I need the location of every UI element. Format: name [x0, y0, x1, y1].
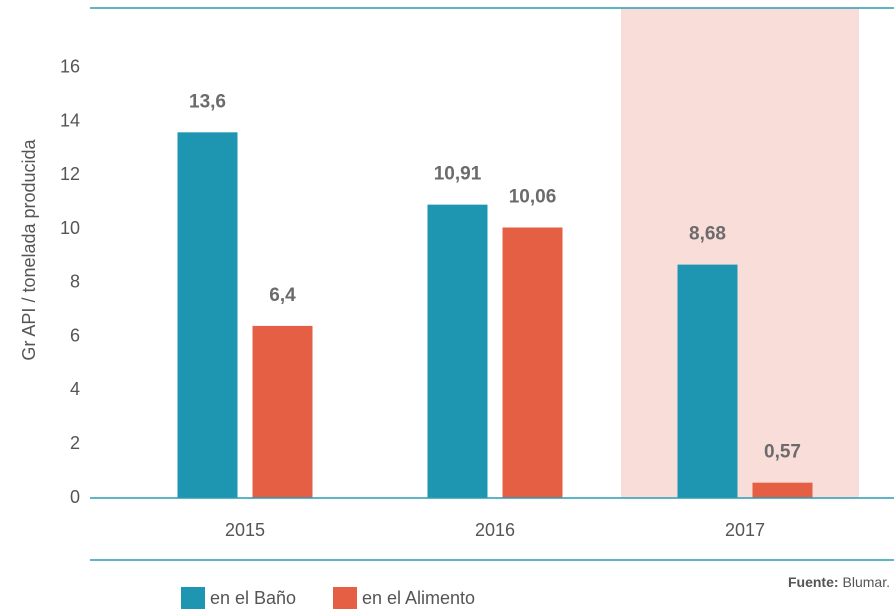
value-label: 10,06: [509, 187, 557, 208]
y-tick-label: 8: [70, 272, 80, 292]
legend-swatch: [333, 587, 357, 609]
bar: [252, 325, 313, 498]
y-tick-label: 12: [60, 164, 80, 184]
source-label: Fuente:: [788, 574, 839, 590]
value-label: 8,68: [689, 224, 726, 245]
bar: [177, 132, 238, 499]
legend-label: en el Alimento: [362, 588, 475, 608]
legend-swatch: [181, 587, 205, 609]
y-tick-label: 2: [70, 433, 80, 453]
y-tick-label: 0: [70, 487, 80, 507]
bar: [677, 264, 738, 498]
bar: [502, 227, 563, 498]
x-tick-label: 2017: [725, 520, 765, 540]
value-label: 13,6: [189, 91, 226, 112]
x-tick-label: 2016: [475, 520, 515, 540]
y-tick-label: 10: [60, 218, 80, 238]
source: Fuente: Blumar.: [788, 574, 890, 590]
y-tick-label: 16: [60, 57, 80, 77]
legend-label: en el Baño: [210, 588, 296, 608]
x-tick-label: 2015: [225, 520, 265, 540]
y-tick-label: 6: [70, 325, 80, 345]
highlight-band: [621, 8, 859, 498]
value-label: 0,57: [764, 442, 801, 463]
bar: [427, 204, 488, 499]
source-text: Blumar.: [843, 574, 890, 590]
value-label: 10,91: [434, 164, 482, 185]
y-tick-label: 14: [60, 110, 80, 130]
value-label: 6,4: [269, 285, 296, 306]
y-tick-label: 4: [70, 379, 80, 399]
bar: [752, 482, 813, 498]
y-axis-title: Gr API / tonelada producida: [19, 138, 39, 360]
